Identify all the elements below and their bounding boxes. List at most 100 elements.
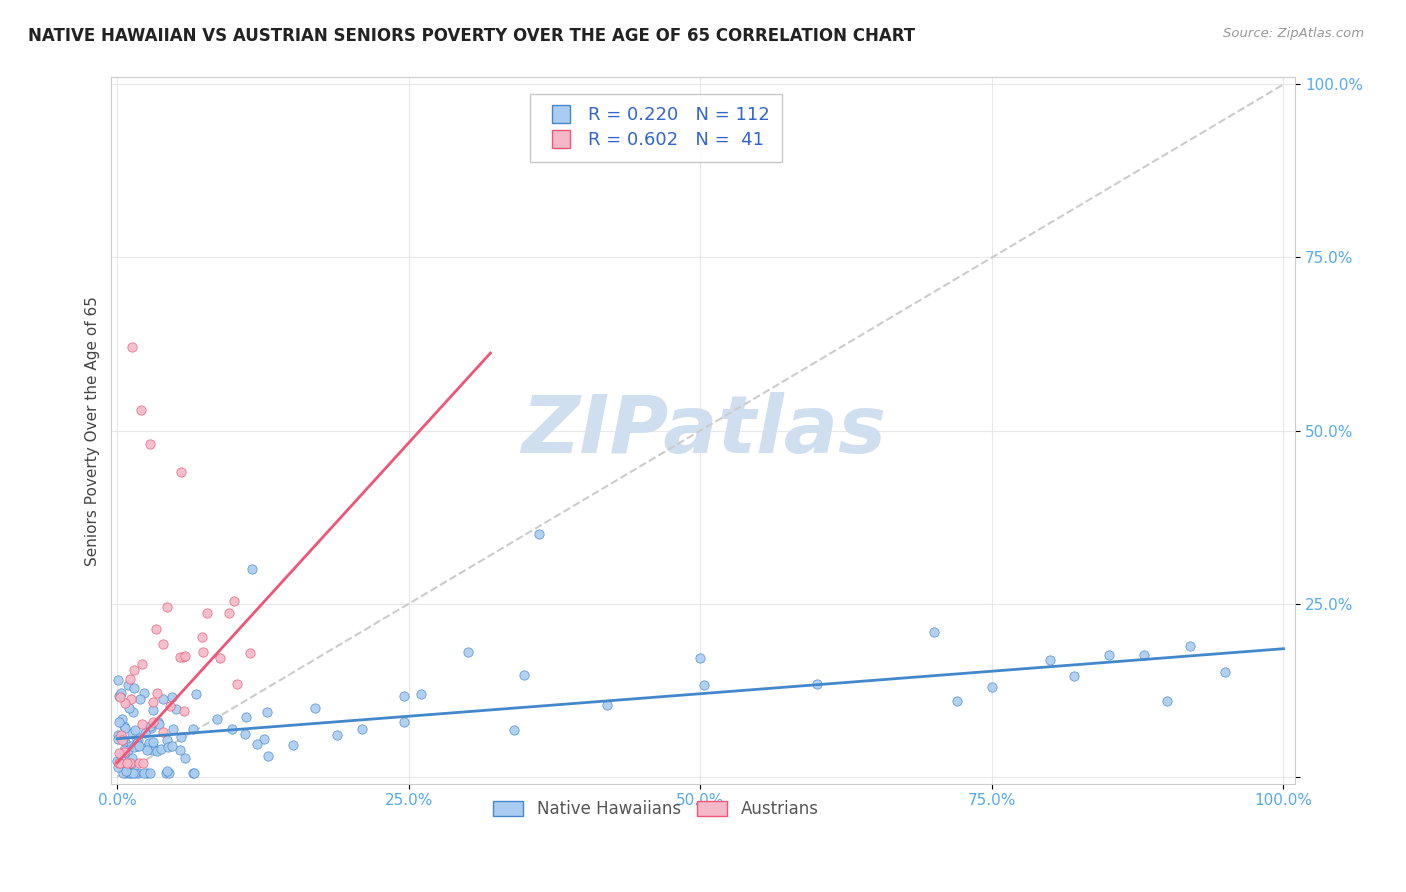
Point <box>132 766 155 780</box>
Point <box>110 728 132 742</box>
Point <box>922 624 945 639</box>
Point <box>148 715 170 730</box>
Point <box>121 726 143 740</box>
Point <box>131 717 153 731</box>
Point <box>112 719 135 733</box>
Point <box>128 756 150 770</box>
Point <box>183 723 205 737</box>
Point <box>117 701 139 715</box>
Point <box>256 705 278 719</box>
Point <box>112 743 135 757</box>
Point <box>142 735 165 749</box>
Point <box>191 630 214 644</box>
Point <box>108 756 131 770</box>
Point <box>257 749 280 764</box>
Point <box>152 637 174 651</box>
Point <box>138 736 160 750</box>
Point <box>169 743 191 757</box>
Point <box>132 756 155 770</box>
Point <box>304 701 326 715</box>
Point <box>110 686 132 700</box>
Point <box>122 663 145 677</box>
Point <box>129 402 152 417</box>
Point <box>107 732 129 747</box>
Point <box>111 712 134 726</box>
Point <box>160 739 183 753</box>
Point <box>120 739 142 753</box>
Point <box>111 731 134 746</box>
Point <box>122 766 145 780</box>
Point <box>136 743 159 757</box>
Point <box>128 739 150 753</box>
Point <box>155 766 177 780</box>
Point <box>457 645 479 659</box>
Point <box>152 725 174 739</box>
Point <box>174 751 197 765</box>
Point <box>693 678 716 692</box>
Point <box>120 673 142 687</box>
Point <box>235 710 257 724</box>
Point <box>124 723 146 738</box>
Point <box>172 649 194 664</box>
Point <box>127 766 149 780</box>
Point <box>108 746 131 760</box>
Point <box>529 527 551 541</box>
Point <box>183 766 205 780</box>
Point <box>221 722 243 736</box>
Point <box>127 736 149 750</box>
Point <box>118 766 141 780</box>
Point <box>162 722 184 736</box>
Point <box>146 744 169 758</box>
Point <box>155 600 177 615</box>
Point <box>135 740 157 755</box>
Point <box>108 690 131 704</box>
Point <box>394 714 416 729</box>
Y-axis label: Seniors Poverty Over the Age of 65: Seniors Poverty Over the Age of 65 <box>86 295 100 566</box>
Point <box>225 677 247 691</box>
Point <box>150 742 173 756</box>
Point <box>134 726 156 740</box>
Point <box>142 695 165 709</box>
Point <box>117 743 139 757</box>
Point <box>222 594 245 608</box>
Point <box>207 712 229 726</box>
Point <box>394 689 416 703</box>
Point <box>142 703 165 717</box>
Point <box>112 745 135 759</box>
Point <box>239 646 262 660</box>
Point <box>1097 648 1119 662</box>
Point <box>253 732 276 747</box>
Point <box>209 651 232 665</box>
Point <box>128 692 150 706</box>
Point <box>596 698 619 712</box>
Point <box>118 756 141 770</box>
Point <box>121 751 143 765</box>
Text: Source: ZipAtlas.com: Source: ZipAtlas.com <box>1223 27 1364 40</box>
Point <box>108 688 131 702</box>
Legend: Native Hawaiians, Austrians: Native Hawaiians, Austrians <box>486 794 825 825</box>
Point <box>183 766 205 780</box>
Point <box>1180 639 1202 653</box>
Point <box>689 650 711 665</box>
Point <box>197 606 219 620</box>
Point <box>120 691 142 706</box>
Point <box>107 673 129 687</box>
Point <box>1063 669 1085 683</box>
Point <box>114 746 136 760</box>
Point <box>115 764 138 778</box>
Point <box>191 645 214 659</box>
Point <box>108 756 131 770</box>
Point <box>946 694 969 708</box>
Point <box>240 562 263 576</box>
Point <box>156 764 179 778</box>
Point <box>139 765 162 780</box>
Point <box>218 606 240 620</box>
Point <box>139 437 162 451</box>
Point <box>110 749 132 764</box>
Text: ZIPatlas: ZIPatlas <box>520 392 886 469</box>
Text: NATIVE HAWAIIAN VS AUSTRIAN SENIORS POVERTY OVER THE AGE OF 65 CORRELATION CHART: NATIVE HAWAIIAN VS AUSTRIAN SENIORS POVE… <box>28 27 915 45</box>
Point <box>114 734 136 748</box>
Point <box>156 739 179 754</box>
Point <box>131 657 153 672</box>
Point <box>111 766 134 780</box>
